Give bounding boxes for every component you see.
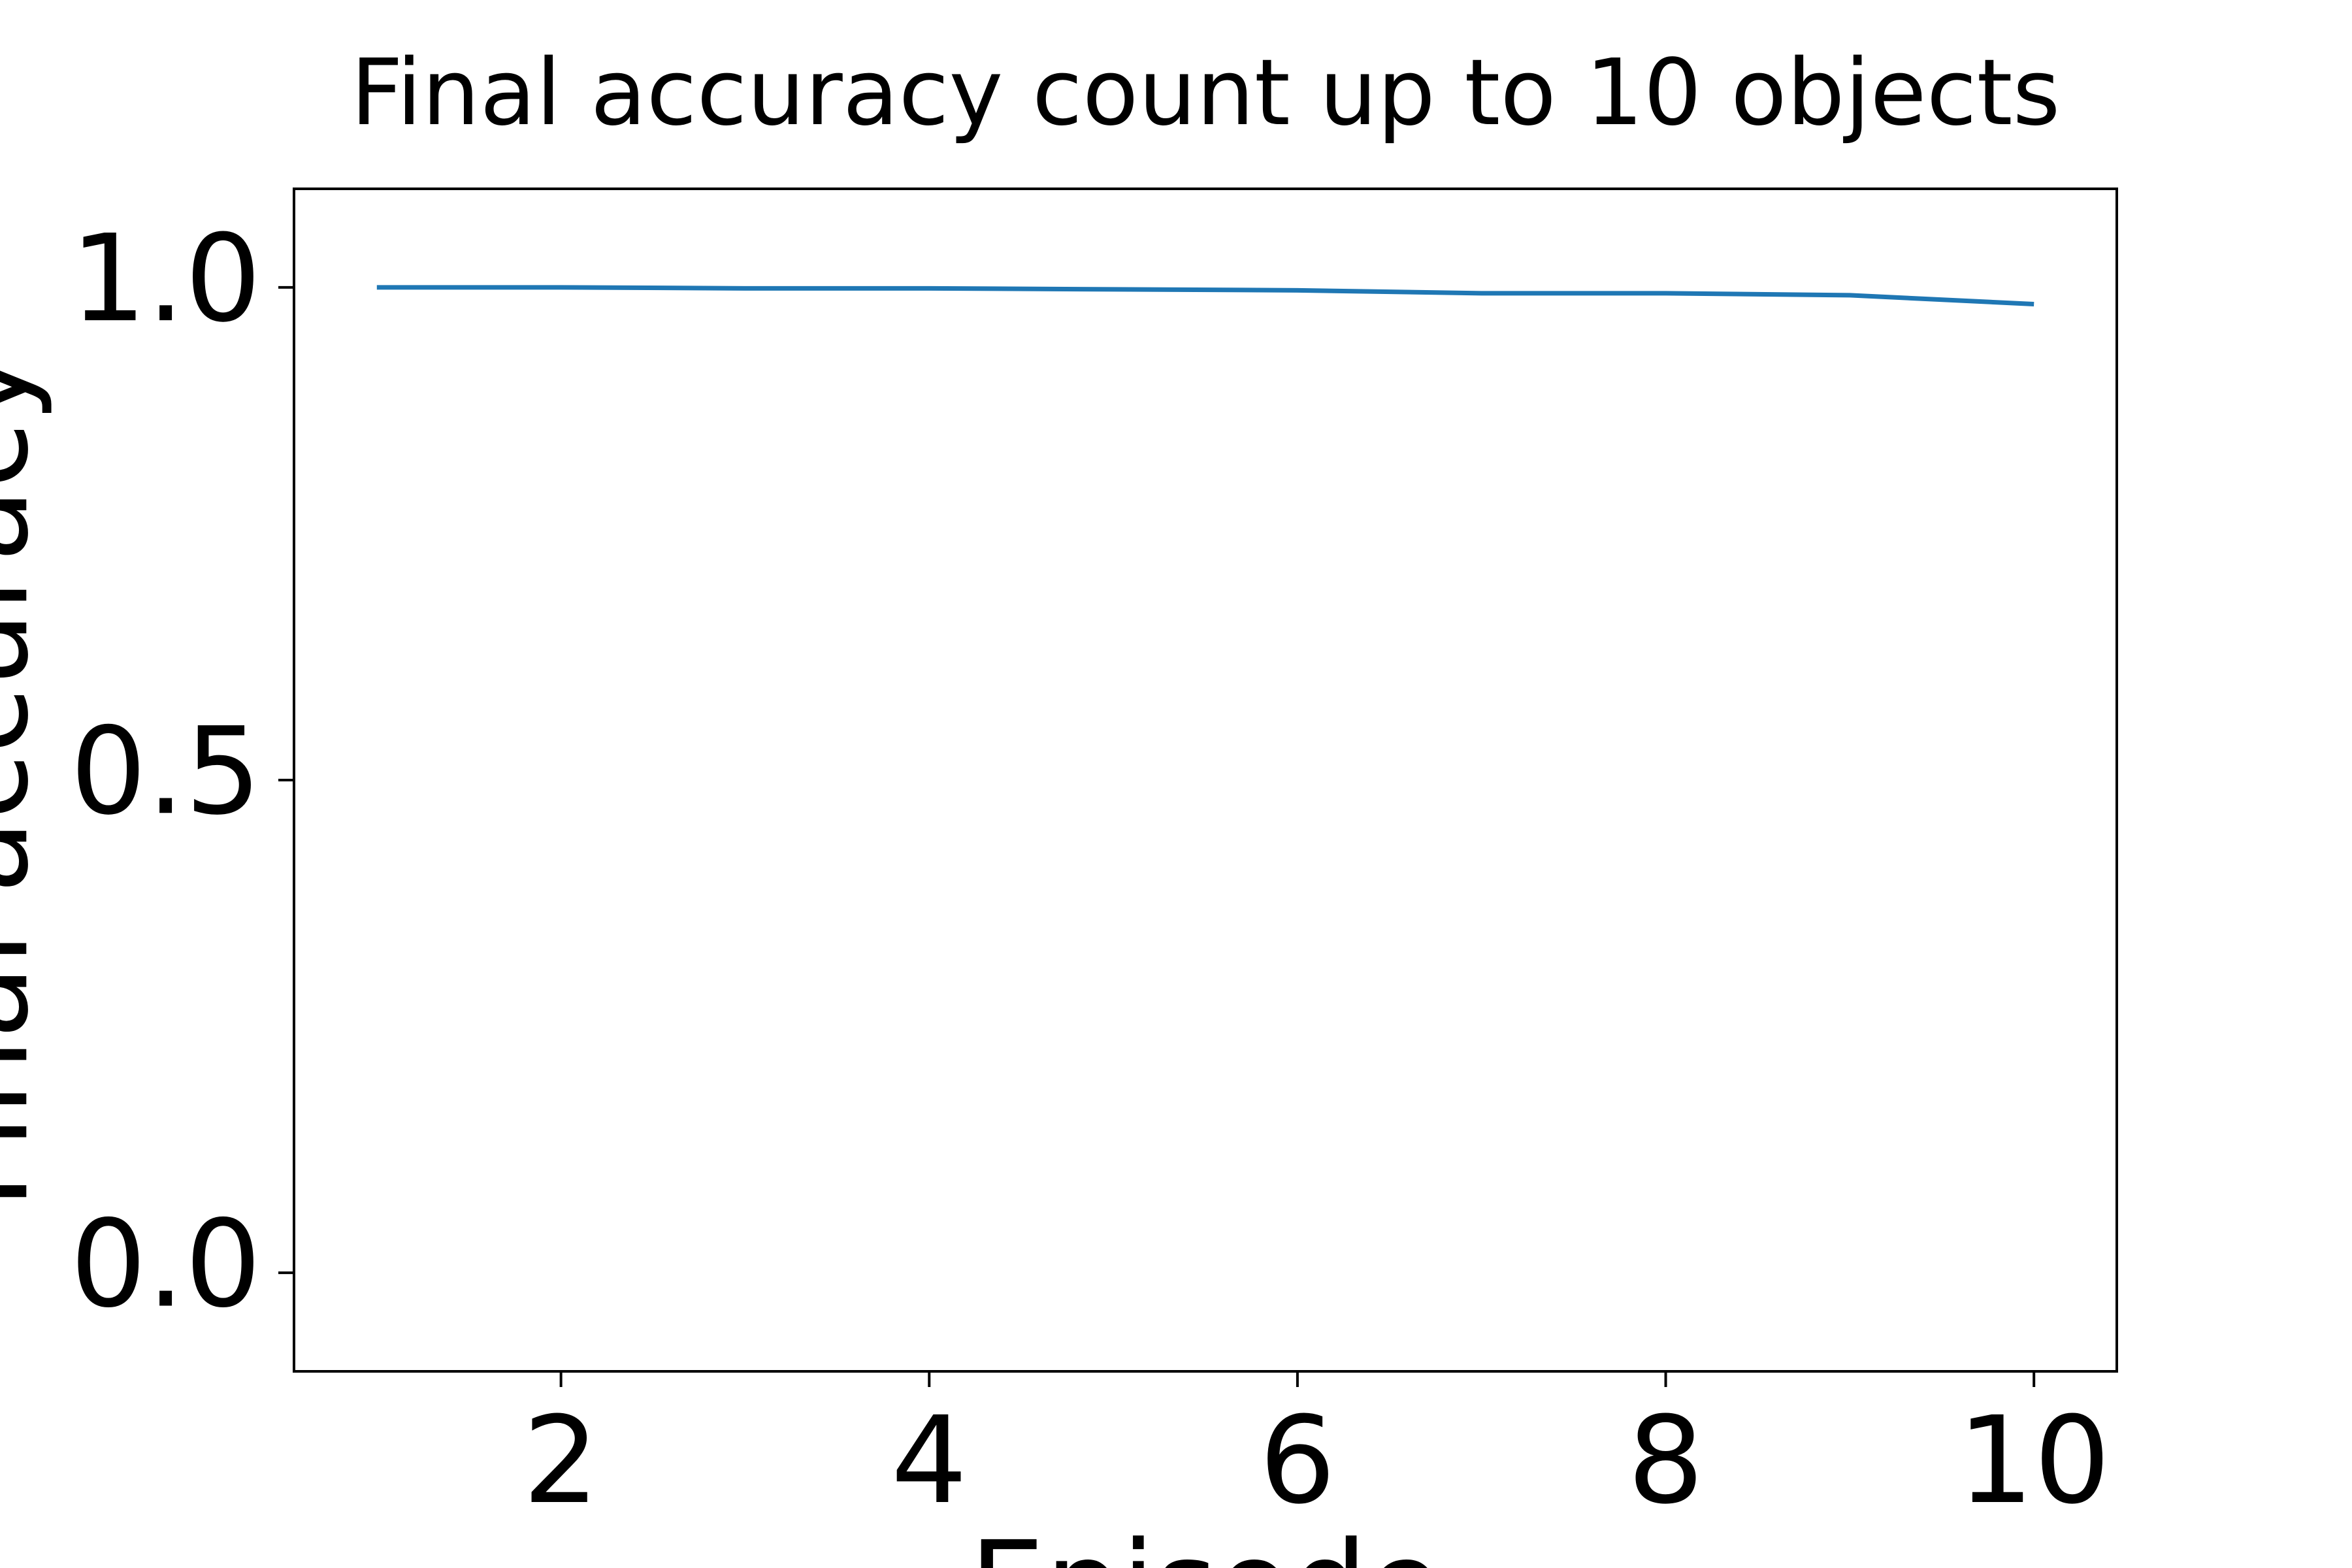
plot-frame — [293, 188, 2118, 1373]
x-tick-label: 6 — [1259, 1391, 1335, 1531]
x-tick-label: 10 — [1957, 1391, 2110, 1531]
chart-title: Final accuracy count up to 10 objects — [351, 40, 2061, 146]
x-tick-label: 2 — [523, 1391, 599, 1531]
y-tick-label: 0.5 — [70, 702, 261, 841]
y-tick-label: 0.0 — [70, 1194, 261, 1334]
y-axis-label: Final accuracy — [0, 351, 55, 1209]
x-axis-label: Episode — [970, 1516, 1442, 1568]
x-tick-label: 4 — [891, 1391, 968, 1531]
x-tick-label: 8 — [1627, 1391, 1704, 1531]
y-tick-label: 1.0 — [70, 209, 261, 349]
data-line — [376, 285, 2034, 306]
